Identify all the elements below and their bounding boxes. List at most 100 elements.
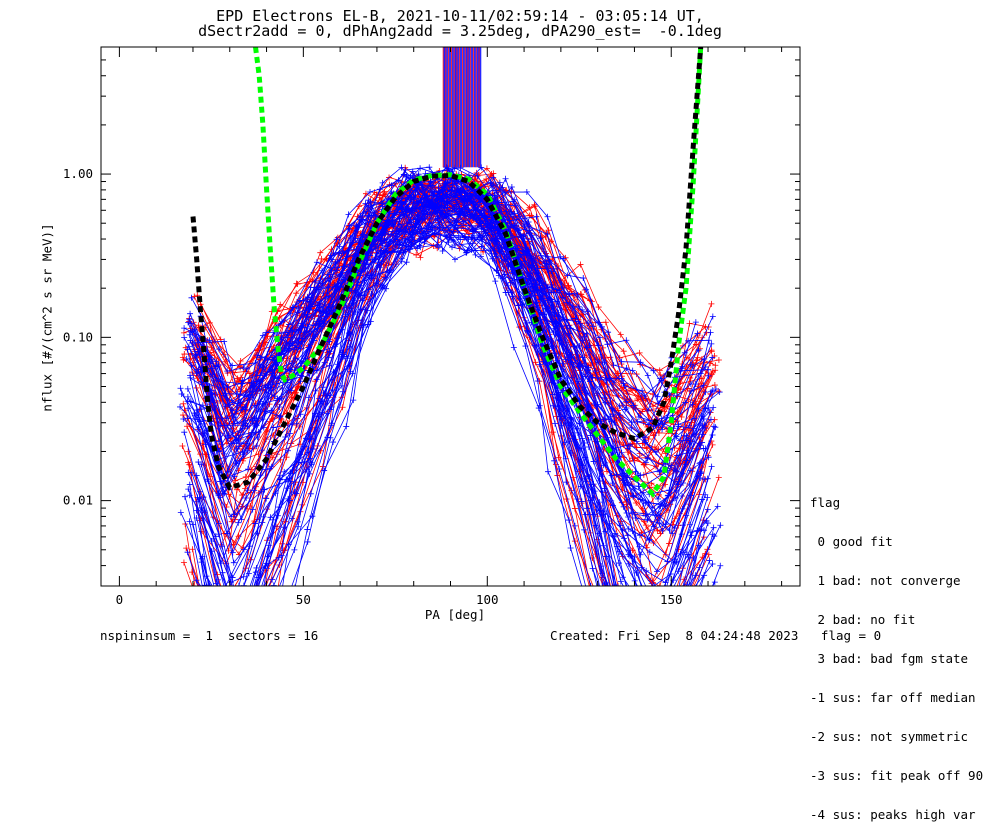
trace-marker [620, 348, 627, 355]
trace-marker [180, 559, 187, 566]
trace-marker [649, 612, 655, 618]
trace-marker [239, 612, 245, 618]
trace-marker [417, 254, 424, 261]
trace-marker [208, 537, 215, 544]
trace-marker [289, 342, 296, 349]
trace-marker [664, 612, 670, 618]
trace-marker [244, 487, 251, 494]
trace-marker [421, 192, 428, 199]
trace-marker [221, 612, 227, 618]
trace-marker [654, 393, 661, 400]
trace-marker [532, 359, 539, 366]
trace-marker [185, 459, 192, 466]
trace-marker [614, 370, 621, 377]
trace-marker [652, 612, 658, 618]
trace-marker [338, 314, 345, 321]
trace-marker [696, 564, 703, 571]
trace-marker [665, 612, 671, 618]
trace-marker [293, 490, 300, 497]
trace-marker [604, 612, 610, 618]
trace-marker [688, 387, 695, 394]
trace-marker [541, 311, 548, 318]
trace-marker [229, 430, 236, 437]
trace-marker [660, 612, 666, 618]
trace-marker [537, 296, 544, 303]
trace-marker [362, 306, 369, 313]
trace-marker [316, 302, 323, 309]
trace-marker [682, 610, 688, 616]
trace-marker [630, 612, 636, 618]
trace-marker [276, 403, 283, 410]
trace-marker [253, 442, 260, 449]
trace-marker [715, 357, 722, 364]
trace-marker [471, 212, 478, 219]
trace-marker [629, 528, 636, 535]
trace-marker [568, 353, 575, 360]
trace-marker [554, 323, 561, 330]
trace-marker [618, 358, 625, 365]
trace-marker [620, 612, 626, 618]
trace-marker [446, 227, 453, 234]
trace-marker [297, 411, 304, 418]
trace-marker [694, 354, 701, 361]
trace-marker [565, 283, 572, 290]
trace-marker [680, 549, 687, 556]
trace-marker [337, 355, 344, 362]
trace-marker [431, 223, 438, 230]
trace-marker [601, 485, 608, 492]
trace-marker [667, 570, 674, 577]
legend-item: 0 good fit [810, 534, 893, 549]
trace-marker [187, 320, 194, 327]
trace-marker [237, 400, 244, 407]
trace-marker [375, 259, 382, 266]
trace-marker [181, 334, 188, 341]
trace-marker [218, 612, 224, 618]
trace-marker [237, 612, 243, 618]
trace-marker [313, 376, 320, 383]
trace-marker [715, 474, 722, 481]
trace-marker [187, 337, 194, 344]
trace-marker [702, 599, 708, 605]
y-tick-label: 0.01 [63, 493, 93, 508]
trace-marker [233, 612, 239, 618]
trace-marker [507, 279, 514, 286]
trace-marker [179, 443, 186, 450]
trace-marker [326, 348, 333, 355]
trace-marker [275, 554, 282, 561]
trace-marker [685, 554, 692, 561]
trace-marker [203, 605, 209, 611]
trace-marker [709, 560, 716, 567]
trace-marker [637, 612, 643, 618]
trace-marker [315, 280, 322, 287]
trace-marker [661, 612, 667, 618]
trace-marker [596, 499, 603, 506]
trace-marker [652, 612, 658, 618]
trace-marker [263, 329, 270, 336]
trace-marker [652, 583, 654, 586]
trace-marker [193, 577, 200, 584]
trace-marker [379, 179, 386, 186]
trace-marker [323, 392, 330, 399]
trace-marker [716, 389, 723, 396]
trace-marker [449, 244, 456, 251]
trace-marker [683, 457, 690, 464]
trace-marker [408, 239, 415, 246]
trace-marker [294, 384, 301, 391]
trace-marker [708, 463, 715, 470]
trace-marker [690, 363, 697, 370]
trace-marker [679, 505, 686, 512]
trace-marker [510, 344, 517, 351]
trace-marker [187, 398, 194, 405]
trace-marker [261, 486, 268, 493]
trace-marker [523, 188, 530, 195]
trace-marker [581, 333, 588, 340]
trace-marker [715, 612, 721, 618]
trace-marker [593, 506, 600, 513]
trace-marker [241, 612, 247, 618]
trace-marker [307, 455, 314, 462]
trace-marker [249, 612, 255, 618]
trace-marker [707, 329, 714, 336]
trace-marker [655, 612, 661, 618]
trace-marker [686, 320, 693, 327]
trace-marker [646, 536, 653, 543]
